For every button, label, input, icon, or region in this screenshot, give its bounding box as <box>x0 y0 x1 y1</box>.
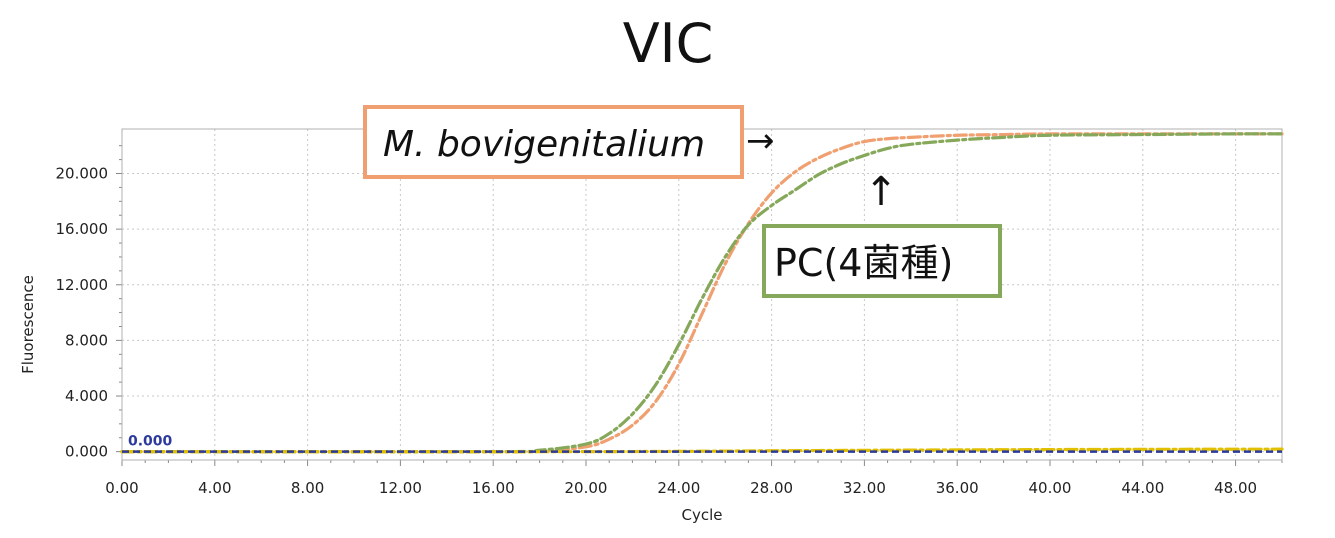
series-line-2 <box>120 132 1284 454</box>
x-tick-label: 48.00 <box>1214 479 1257 497</box>
x-tick-label: 36.00 <box>936 479 979 497</box>
x-tick-label: 12.00 <box>379 479 422 497</box>
x-tick-label: 32.00 <box>843 479 886 497</box>
chart-title: VIC <box>623 12 714 75</box>
x-tick-label: 8.00 <box>291 479 324 497</box>
x-tick-label: 0.00 <box>105 479 138 497</box>
threshold-label: 0.000 <box>128 434 173 450</box>
series-layer <box>120 132 1284 454</box>
annotation-box-m-bovigenitalium <box>363 105 744 179</box>
x-tick-label: 28.00 <box>750 479 793 497</box>
y-axis-title: Fluorescence <box>19 275 37 374</box>
x-tick-label: 20.00 <box>565 479 608 497</box>
annotation-arrow-right-icon: → <box>746 121 775 161</box>
x-tick-label: 24.00 <box>657 479 700 497</box>
annotation-label-pc: PC(4菌種) <box>774 241 953 285</box>
series-line-1 <box>120 132 1284 454</box>
annotation-box-pc <box>762 224 1002 298</box>
y-tick-label: 20.000 <box>56 165 109 183</box>
y-tick-label: 12.000 <box>56 276 109 294</box>
annotation-label-m-bovigenitalium: M. bovigenitalium <box>383 124 705 165</box>
y-tick-label: 16.000 <box>56 220 109 238</box>
y-tick-label: 8.000 <box>65 331 108 349</box>
x-axis-ticks: 0.00 4.00 8.00 12.00 16.00 20.00 24.00 28.00 32.… <box>105 460 1283 497</box>
y-tick-label: 4.000 <box>65 387 108 405</box>
x-tick-label: 4.00 <box>198 479 231 497</box>
annotation-arrow-up-icon: ↑ <box>864 169 898 215</box>
x-tick-label: 40.00 <box>1029 479 1072 497</box>
x-tick-label: 44.00 <box>1121 479 1164 497</box>
x-axis-title: Cycle <box>682 506 723 524</box>
x-tick-label: 16.00 <box>472 479 515 497</box>
y-axis-ticks: 0.000 4.000 8.000 12.000 16.000 20.000 <box>56 145 122 461</box>
y-tick-label: 0.000 <box>65 443 108 461</box>
grid <box>122 129 1282 460</box>
